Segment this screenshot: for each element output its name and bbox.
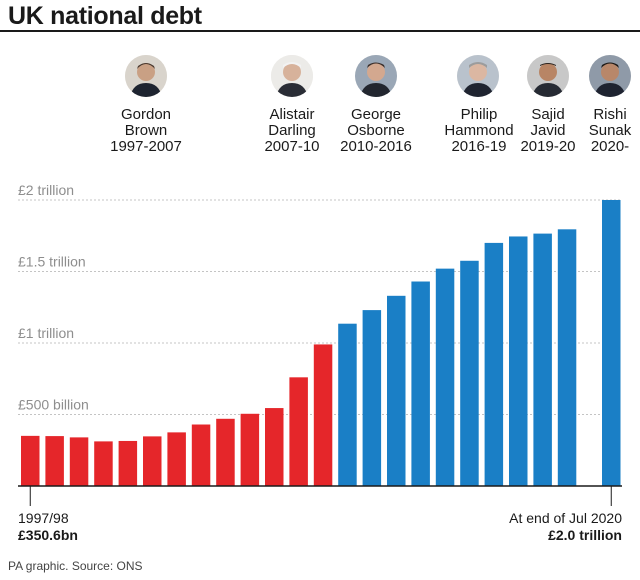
bar-1 (21, 435, 40, 486)
chancellor-first-name: Philip (460, 106, 498, 123)
bar-5 (118, 440, 138, 486)
bar-21 (509, 236, 528, 486)
portrait-hammond (452, 50, 504, 102)
chancellor-last-name: Javid (530, 122, 566, 139)
start-value: £350.6bn (18, 527, 78, 543)
bar-11 (265, 408, 284, 486)
y-tick-label: £2 trillion (18, 182, 74, 198)
chancellor-years: 2016-19 (451, 138, 507, 155)
y-tick-label: £1.5 trillion (18, 254, 86, 270)
bars (21, 200, 621, 486)
chancellor-label-javid: Sajid Javid 2019-20 (493, 107, 603, 155)
chancellor-years: 2020- (590, 138, 630, 155)
chart-title: UK national debt (8, 2, 202, 30)
debt-bar-chart: £500 billion £1 trillion £1.5 trillion £2 t… (18, 182, 622, 506)
bar-20 (484, 242, 504, 486)
chancellor-label-hammond: Philip Hammond 2016-19 (424, 107, 534, 155)
portrait-icon (125, 55, 167, 97)
chancellor-years: 2010-2016 (340, 138, 412, 155)
source-note: PA graphic. Source: ONS (8, 559, 143, 573)
chancellor-years: 2019-20 (520, 138, 576, 155)
chancellor-last-name: Brown (124, 122, 168, 139)
bar-4 (94, 441, 113, 486)
bar-16 (387, 295, 406, 486)
bar-18 (435, 268, 455, 486)
chancellor-last-name: Darling (268, 122, 316, 139)
end-annotation: At end of Jul 2020 £2.0 trillion (509, 510, 622, 544)
portrait-icon (589, 55, 631, 97)
bar-7 (167, 432, 186, 486)
portrait-icon (527, 55, 569, 97)
portrait-icon (271, 55, 313, 97)
chancellor-first-name: Sajid (531, 106, 565, 123)
bar-13 (313, 344, 333, 486)
chancellor-label-sunak: Rishi Sunak 2020- (555, 107, 640, 155)
bar-19 (460, 260, 479, 486)
y-tick-label: £1 trillion (18, 325, 74, 341)
bar-10 (240, 413, 260, 486)
bar-2 (45, 436, 64, 486)
bar-9 (216, 418, 235, 486)
end-value: £2.0 trillion (548, 527, 622, 543)
chancellor-last-name: Sunak (588, 122, 632, 139)
axis (18, 485, 622, 506)
bar-15 (362, 310, 382, 486)
portrait-icon (457, 55, 499, 97)
end-period: At end of Jul 2020 (509, 510, 622, 526)
bar-12 (289, 377, 308, 486)
portrait-icon (355, 55, 397, 97)
gridlines: £500 billion £1 trillion £1.5 trillion £2 t… (18, 182, 622, 415)
bar-6 (143, 436, 162, 486)
chancellor-label-osborne: George Osborne 2010-2016 (321, 107, 431, 155)
bar-8 (191, 424, 211, 486)
chancellor-first-name: Rishi (593, 106, 627, 123)
chancellor-first-name: George (350, 106, 402, 123)
bar-22 (533, 233, 552, 486)
portrait-darling (266, 50, 318, 102)
chancellor-years: 2007-10 (264, 138, 320, 155)
y-tick-label: £500 billion (18, 397, 89, 413)
bar-14 (338, 323, 357, 486)
bar-17 (411, 281, 430, 486)
portrait-javid (522, 50, 574, 102)
chancellor-first-name: Gordon (120, 106, 172, 123)
bar-24 (602, 200, 621, 486)
chancellor-last-name: Osborne (347, 122, 405, 139)
chancellor-first-name: Alistair (269, 106, 315, 123)
portrait-sunak (584, 50, 636, 102)
start-period: 1997/98 (18, 510, 69, 526)
portrait-brown (120, 50, 172, 102)
bar-3 (69, 437, 89, 486)
start-annotation: 1997/98 £350.6bn (18, 510, 78, 544)
chancellor-label-brown: Gordon Brown 1997-2007 (91, 107, 201, 155)
portrait-osborne (350, 50, 402, 102)
bar-23 (557, 229, 577, 486)
chancellor-years: 1997-2007 (110, 138, 182, 155)
chancellor-last-name: Hammond (444, 122, 514, 139)
chancellor-label-darling: Alistair Darling 2007-10 (237, 107, 347, 155)
title-divider (0, 30, 640, 32)
